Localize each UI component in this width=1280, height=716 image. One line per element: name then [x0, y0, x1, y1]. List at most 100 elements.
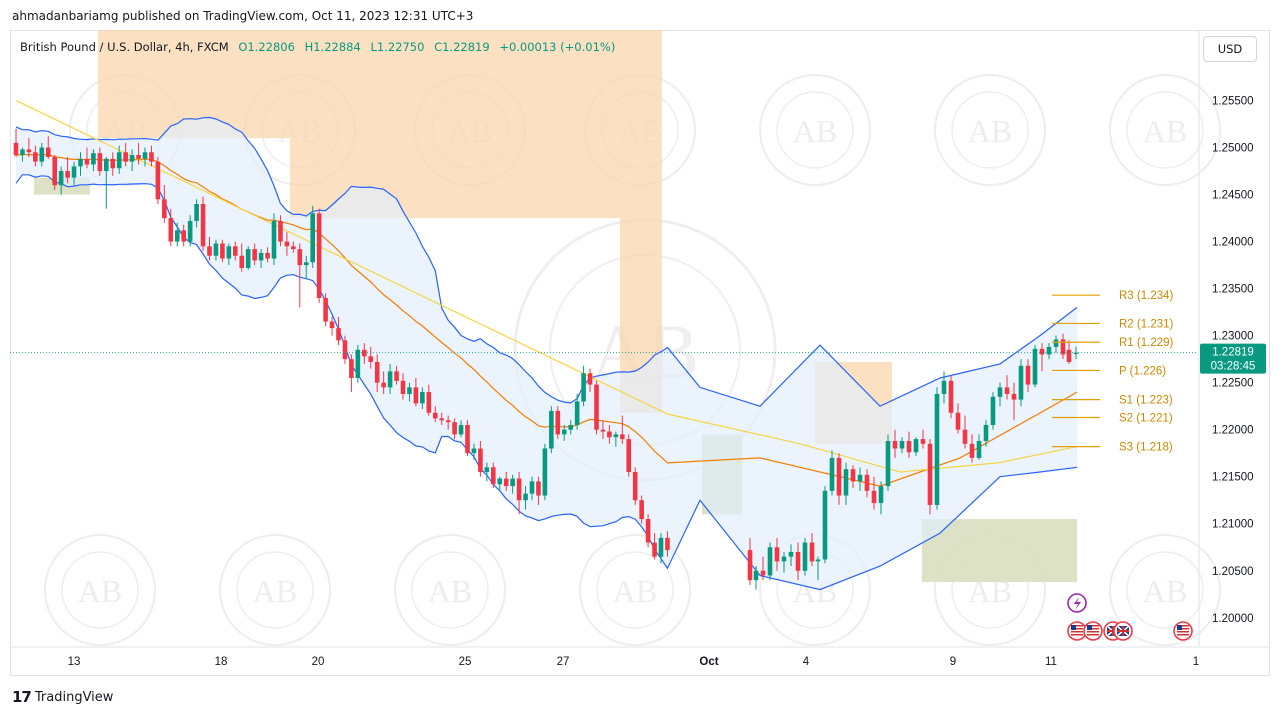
candle	[871, 476, 877, 510]
candle-body	[815, 559, 821, 562]
candle	[516, 472, 522, 515]
candle-body	[843, 469, 849, 496]
events-layer	[1067, 593, 1193, 641]
candle	[39, 142, 45, 167]
candle-body	[58, 171, 64, 186]
candle	[45, 136, 51, 159]
price-tick-label: 1.23000	[1212, 331, 1254, 343]
candle-body	[200, 203, 206, 247]
candle	[1039, 343, 1045, 372]
watermark-text: AB	[968, 113, 1012, 149]
pivot-label: R3 (1.234)	[1119, 290, 1174, 302]
candle-body	[613, 434, 619, 438]
candle	[458, 420, 464, 438]
candle-body	[920, 439, 926, 444]
pivot-label: P (1.226)	[1119, 365, 1166, 377]
candle	[349, 354, 354, 393]
candle-body	[187, 220, 193, 242]
currency-button[interactable]: USD	[1203, 36, 1257, 62]
candle	[452, 418, 457, 440]
candle	[278, 215, 283, 247]
candle	[104, 156, 109, 209]
publisher-line: ahmadanbariamg published on TradingView.…	[12, 9, 474, 23]
candle	[465, 420, 470, 457]
candle	[934, 387, 940, 510]
candle	[962, 415, 968, 449]
candle-body	[291, 246, 296, 250]
candle-body	[413, 387, 419, 404]
candle	[271, 213, 277, 266]
candle-body	[278, 220, 283, 242]
time-tick-label: 13	[68, 656, 81, 668]
candle-body	[568, 424, 573, 430]
time-tick-label: 27	[557, 656, 570, 668]
candle-body	[233, 246, 238, 256]
candle-body	[899, 440, 905, 449]
candle-body	[162, 199, 167, 219]
candle	[809, 533, 815, 567]
symbol-name: British Pound / U.S. Dollar, 4h, FXCM	[20, 40, 229, 54]
time-tick-label: 20	[312, 656, 325, 668]
candle	[310, 205, 315, 268]
time-tick-label: 4	[803, 656, 810, 668]
candle-body	[149, 152, 154, 162]
candle	[420, 387, 425, 410]
candle	[233, 241, 238, 261]
flag-stripe	[1071, 631, 1083, 633]
candle-body	[1046, 346, 1052, 355]
flag-stripe	[1177, 631, 1189, 633]
candle	[149, 145, 154, 167]
candle-body	[581, 373, 586, 402]
watermark-ring	[1126, 551, 1204, 629]
candle	[658, 533, 664, 564]
candle-body	[349, 359, 354, 378]
candle-body	[104, 158, 109, 172]
candle-body	[452, 422, 457, 435]
watermark-ring	[1109, 534, 1221, 646]
candle-body	[432, 412, 438, 419]
candle-body	[142, 152, 148, 159]
candle	[291, 241, 296, 253]
candle-body	[871, 490, 877, 504]
time-tick-label: 9	[950, 656, 956, 668]
ohlc-open: O1.22806	[238, 40, 295, 54]
candle	[471, 443, 477, 460]
candle	[815, 556, 821, 581]
candle-body	[955, 412, 961, 430]
candle-body	[976, 440, 982, 458]
candle	[788, 544, 794, 567]
candle	[207, 236, 212, 261]
candle-body	[355, 349, 361, 378]
pivot-label: R2 (1.231)	[1119, 318, 1174, 330]
candle	[355, 345, 361, 383]
candle-body	[523, 493, 528, 501]
candle-body	[1039, 348, 1045, 355]
candle	[864, 469, 870, 498]
candle-body	[639, 500, 644, 520]
candle-body	[484, 467, 490, 473]
candle-body	[626, 439, 632, 473]
footer-brand[interactable]: 17 TradingView	[12, 688, 113, 706]
candle	[168, 208, 174, 247]
candle	[639, 495, 644, 524]
candle	[822, 486, 828, 564]
candle	[561, 424, 567, 441]
candle-body	[71, 166, 77, 178]
candle-body	[194, 203, 199, 221]
candle	[850, 465, 856, 489]
us-flag-icon	[1067, 621, 1087, 641]
candle	[920, 429, 926, 449]
lightning-icon-bolt	[1074, 597, 1081, 610]
candle	[116, 145, 122, 174]
last-price-value: 1.22819	[1212, 347, 1254, 359]
candle	[71, 161, 77, 186]
candle-body	[220, 243, 225, 259]
candle-body	[767, 547, 773, 576]
candle	[316, 208, 322, 303]
candle	[913, 437, 919, 457]
candle	[432, 406, 438, 423]
candle	[523, 486, 528, 510]
candle-body	[181, 230, 186, 242]
candle	[760, 556, 766, 581]
